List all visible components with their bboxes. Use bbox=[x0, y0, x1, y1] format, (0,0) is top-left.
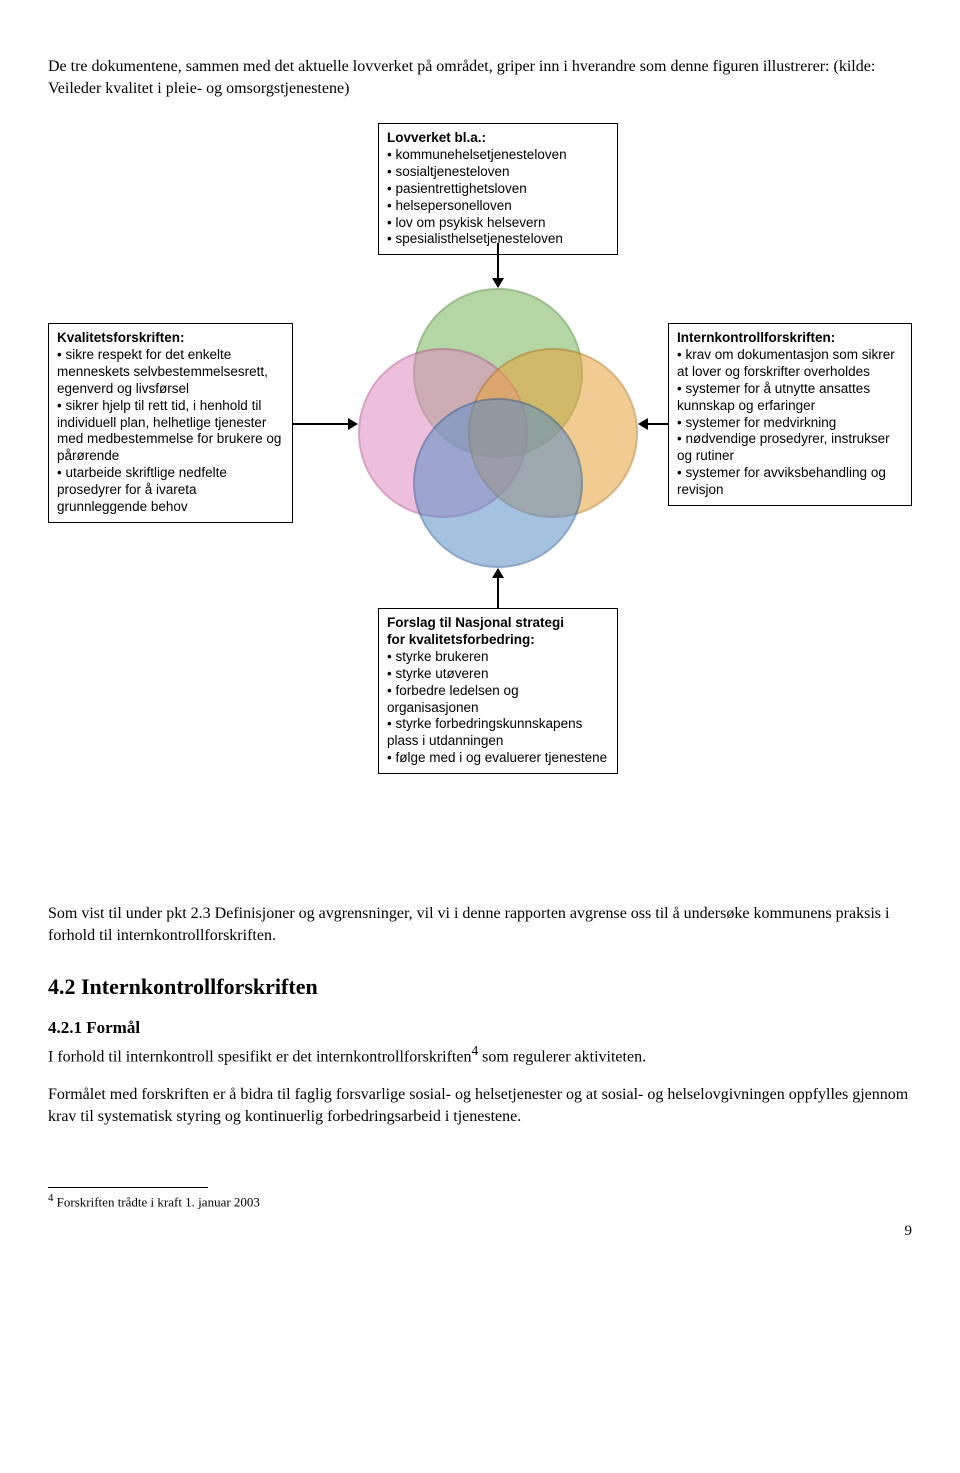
lovverket-item: kommunehelsetjenesteloven bbox=[387, 147, 609, 164]
footnote-text: Forskriften trådte i kraft 1. januar 200… bbox=[53, 1195, 260, 1210]
forslag-title-l2: for kvalitetsforbedring: bbox=[387, 632, 609, 649]
forslag-item: følge med i og evaluerer tjenestene bbox=[387, 750, 609, 767]
lovverket-item: sosialtjenesteloven bbox=[387, 164, 609, 181]
lovverket-item: helsepersonelloven bbox=[387, 198, 609, 215]
section-4-2-1-heading: 4.2.1 Formål bbox=[48, 1018, 912, 1038]
forslag-item: styrke utøveren bbox=[387, 666, 609, 683]
internkontroll-item: nødvendige prosedyrer, instrukser og rut… bbox=[677, 431, 903, 465]
kvalitet-item: sikrer hjelp til rett tid, i henhold til… bbox=[57, 398, 284, 466]
left-arrow-head bbox=[348, 418, 358, 430]
forslag-item: styrke forbedringskunnskapens plass i ut… bbox=[387, 716, 609, 750]
formal-paragraph-2: Formålet med forskriften er å bidra til … bbox=[48, 1084, 912, 1127]
paragraph-after-diagram: Som vist til under pkt 2.3 Definisjoner … bbox=[48, 903, 912, 946]
forslag-title-l1: Forslag til Nasjonal strategi bbox=[387, 615, 609, 632]
section-4-2-heading: 4.2 Internkontrollforskriften bbox=[48, 974, 912, 1000]
right-arrow-line bbox=[648, 423, 668, 425]
intro-paragraph: De tre dokumentene, sammen med det aktue… bbox=[48, 56, 912, 99]
kvalitetsforskriften-box: Kvalitetsforskriften: sikre respekt for … bbox=[48, 323, 293, 523]
page-number: 9 bbox=[48, 1223, 912, 1240]
formal-line-post: som regulerer aktiviteten. bbox=[478, 1049, 646, 1066]
internkontroll-item: krav om dokumentasjon som sikrer at love… bbox=[677, 347, 903, 381]
bottom-arrow-line bbox=[497, 578, 499, 608]
lovverket-item: pasientrettighetsloven bbox=[387, 181, 609, 198]
kvalitet-item: utarbeide skriftlige nedfelte prosedyrer… bbox=[57, 465, 284, 516]
kvalitet-item: sikre respekt for det enkelte menneskets… bbox=[57, 347, 284, 398]
footnote-4: 4 Forskriften trådte i kraft 1. januar 2… bbox=[48, 1192, 912, 1210]
venn-diagram bbox=[358, 288, 638, 568]
top-arrow-head bbox=[492, 278, 504, 288]
formal-paragraph-1: I forhold til internkontroll spesifikt e… bbox=[48, 1042, 912, 1068]
top-arrow-line bbox=[497, 243, 499, 278]
forslag-box: Forslag til Nasjonal strategi for kvalit… bbox=[378, 608, 618, 774]
lovverket-title: Lovverket bl.a.: bbox=[387, 130, 609, 147]
bottom-arrow-head bbox=[492, 568, 504, 578]
forslag-item: styrke brukeren bbox=[387, 649, 609, 666]
forslag-item: forbedre ledelsen og organisasjonen bbox=[387, 683, 609, 717]
footnote-rule bbox=[48, 1187, 208, 1188]
lovverket-item: lov om psykisk helsevern bbox=[387, 215, 609, 232]
venn-bottom-circle bbox=[413, 398, 583, 568]
left-arrow-line bbox=[293, 423, 348, 425]
internkontroll-item: systemer for avviksbehandling og revisjo… bbox=[677, 465, 903, 499]
lovverket-box: Lovverket bl.a.: kommunehelsetjenestelov… bbox=[378, 123, 618, 255]
relationship-diagram: Lovverket bl.a.: kommunehelsetjenestelov… bbox=[48, 123, 912, 863]
internkontrollforskriften-box: Internkontrollforskriften: krav om dokum… bbox=[668, 323, 912, 506]
internkontroll-title: Internkontrollforskriften: bbox=[677, 330, 903, 347]
kvalitet-title: Kvalitetsforskriften: bbox=[57, 330, 284, 347]
internkontroll-item: systemer for å utnytte ansattes kunnskap… bbox=[677, 381, 903, 415]
right-arrow-head bbox=[638, 418, 648, 430]
internkontroll-item: systemer for medvirkning bbox=[677, 415, 903, 432]
formal-line-pre: I forhold til internkontroll spesifikt e… bbox=[48, 1049, 471, 1066]
